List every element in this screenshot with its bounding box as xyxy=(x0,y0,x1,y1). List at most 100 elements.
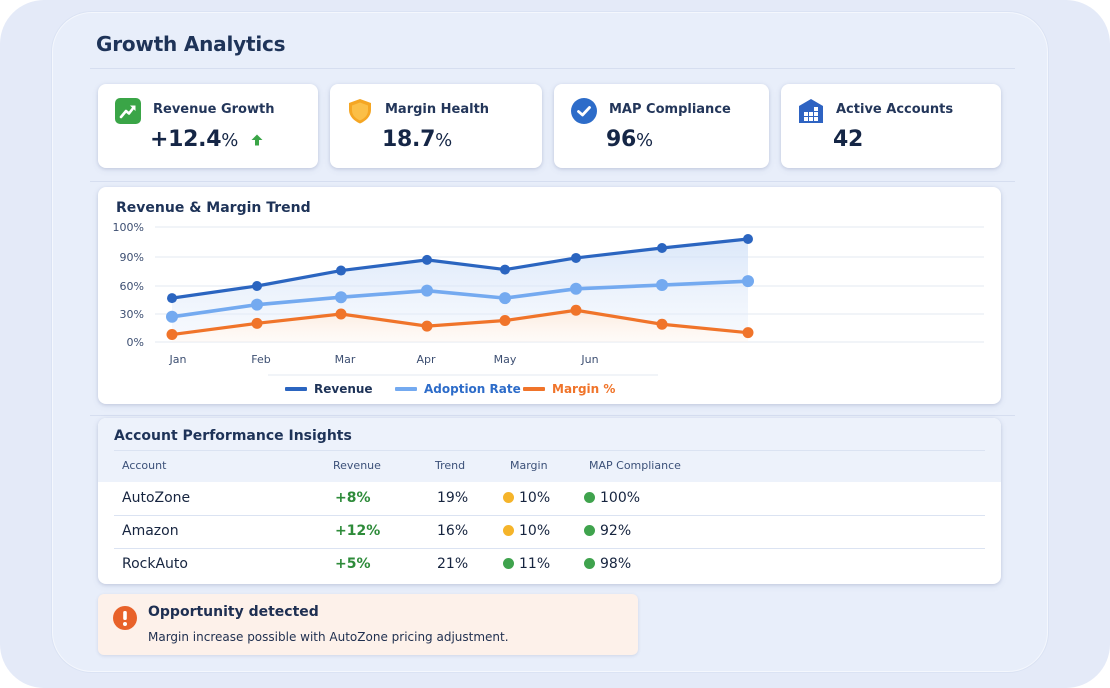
trending-up-icon xyxy=(115,98,141,124)
revenue-area xyxy=(172,239,748,335)
revenue-point xyxy=(336,265,346,276)
arrow-up-icon xyxy=(251,134,263,146)
kpi-label: MAP Compliance xyxy=(609,102,731,117)
cell-map-compliance: 98% xyxy=(584,556,631,572)
map-value: 100% xyxy=(600,490,641,506)
margin-point xyxy=(421,320,433,332)
kpi-unit: % xyxy=(636,130,653,151)
map-value: 92% xyxy=(600,523,632,539)
column-header-trend[interactable]: Trend xyxy=(435,459,466,472)
kpi-card-active-accounts[interactable]: Active Accounts 42 xyxy=(781,84,1001,168)
map-status-dot xyxy=(584,492,595,503)
alert-title: Opportunity detected xyxy=(148,604,319,620)
trend-chart-card: Revenue & Margin Trend 0% 30% 60% 90% 100% Ja… xyxy=(98,187,1001,404)
margin-point xyxy=(251,317,263,329)
kpi-number: 18.7 xyxy=(382,127,436,152)
section-divider xyxy=(90,415,1015,416)
revenue-point xyxy=(252,281,262,291)
adoption-rate-point xyxy=(656,279,668,292)
legend-swatch-revenue xyxy=(285,387,307,391)
y-tick-label: 30% xyxy=(120,308,144,321)
margin-value: 10% xyxy=(519,523,551,539)
revenue-point xyxy=(422,254,432,265)
chart-title: Revenue & Margin Trend xyxy=(116,200,311,216)
x-tick-label: Jun xyxy=(580,353,598,366)
exclamation-circle-icon xyxy=(113,606,137,630)
adoption-rate-point xyxy=(421,284,433,297)
cell-revenue: +12% xyxy=(335,523,381,539)
adoption-rate-point xyxy=(251,298,263,311)
kpi-value: 96% xyxy=(606,127,653,152)
cell-trend: 21% xyxy=(437,556,469,572)
page-title: Growth Analytics xyxy=(96,32,286,56)
margin-status-dot xyxy=(503,558,514,569)
adoption-rate-point xyxy=(570,282,582,295)
kpi-number: +12.4 xyxy=(150,127,222,152)
column-header-map-compliance[interactable]: MAP Compliance xyxy=(589,459,681,472)
y-tick-label: 100% xyxy=(113,221,144,234)
kpi-value: 42 xyxy=(833,127,863,152)
kpi-value: +12.4% xyxy=(150,127,263,152)
building-icon xyxy=(799,99,823,123)
shield-icon xyxy=(349,99,371,124)
legend-label-margin: Margin % xyxy=(552,382,615,396)
kpi-card-margin-health[interactable]: Margin Health 18.7% xyxy=(330,84,542,168)
row-divider xyxy=(114,515,985,516)
adoption-rate-point xyxy=(499,292,511,305)
kpi-label: Revenue Growth xyxy=(153,102,275,117)
row-divider xyxy=(114,548,985,549)
kpi-value: 18.7% xyxy=(382,127,452,152)
cell-revenue: +8% xyxy=(335,490,371,506)
table-row[interactable]: Amazon +12% 16% 10% 92% xyxy=(98,515,1001,548)
margin-point xyxy=(656,318,668,330)
map-status-dot xyxy=(584,558,595,569)
header-divider xyxy=(90,68,1015,69)
legend-swatch-adoption-rate xyxy=(395,387,417,391)
map-value: 98% xyxy=(600,556,632,572)
table-row[interactable]: RockAuto +5% 21% 11% 98% xyxy=(98,548,1001,581)
kpi-card-map-compliance[interactable]: MAP Compliance 96% xyxy=(554,84,769,168)
account-performance-table: Account Performance Insights Account Rev… xyxy=(98,418,1001,584)
column-header-account[interactable]: Account xyxy=(122,459,167,472)
cell-account: Amazon xyxy=(122,523,179,539)
margin-point xyxy=(499,315,511,327)
cell-map-compliance: 92% xyxy=(584,523,631,539)
revenue-line xyxy=(170,237,750,300)
legend-label-revenue: Revenue xyxy=(314,382,373,396)
opportunity-alert[interactable]: Opportunity detected Margin increase pos… xyxy=(98,594,638,655)
margin-status-dot xyxy=(503,525,514,536)
cell-margin: 10% xyxy=(503,490,550,506)
kpi-number: 96 xyxy=(606,127,637,152)
cell-account: AutoZone xyxy=(122,490,191,506)
kpi-unit: % xyxy=(435,130,452,151)
kpi-label: Margin Health xyxy=(385,102,490,117)
cell-margin: 10% xyxy=(503,523,550,539)
check-circle-icon xyxy=(571,98,597,124)
revenue-point xyxy=(743,234,753,244)
kpi-card-revenue-growth[interactable]: Revenue Growth +12.4% xyxy=(98,84,318,168)
margin-point xyxy=(335,308,347,320)
revenue-point xyxy=(571,252,581,263)
adoption-rate-point xyxy=(742,275,754,288)
cell-account: RockAuto xyxy=(122,556,188,572)
margin-line xyxy=(170,308,750,337)
table-title-divider xyxy=(114,450,985,451)
adoption-rate-point xyxy=(166,310,178,323)
map-status-dot xyxy=(584,525,595,536)
x-tick-label: Apr xyxy=(416,353,436,366)
trend-chart: 0% 30% 60% 90% 100% Jan Feb Mar Apr May Jun Revenue… xyxy=(113,221,984,396)
cell-revenue: +5% xyxy=(335,556,371,572)
section-divider xyxy=(90,181,1015,182)
cell-trend: 19% xyxy=(437,490,469,506)
margin-point xyxy=(166,329,178,341)
table-row[interactable]: AutoZone +8% 19% 10% 100% xyxy=(98,482,1001,515)
margin-value: 10% xyxy=(519,490,551,506)
kpi-number: 42 xyxy=(833,127,864,152)
margin-status-dot xyxy=(503,492,514,503)
column-header-revenue[interactable]: Revenue xyxy=(333,459,381,472)
margin-point xyxy=(742,327,754,339)
column-header-margin[interactable]: Margin xyxy=(510,459,548,472)
cell-map-compliance: 100% xyxy=(584,490,640,506)
cell-trend: 16% xyxy=(437,523,469,539)
revenue-point xyxy=(657,243,667,253)
